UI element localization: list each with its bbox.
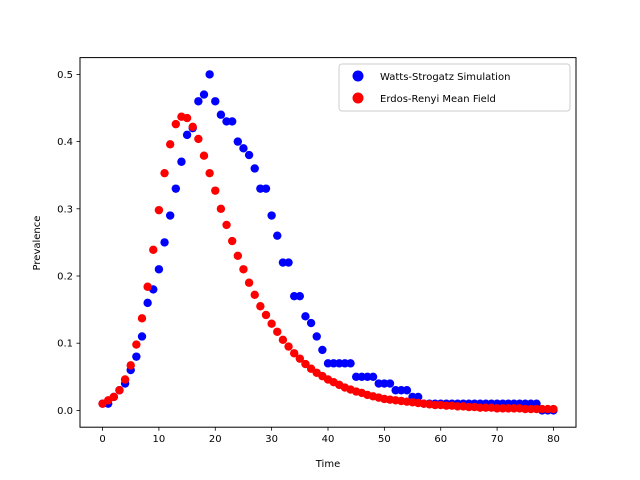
point-erdos-renyi-mean-field-7 [137, 314, 147, 323]
point-erdos-renyi-mean-field-10 [154, 205, 164, 215]
point-watts-strogatz-simulation-30 [267, 211, 276, 220]
x-tick-label: 50 [378, 434, 391, 445]
legend: Watts-Strogatz Simulation Erdos-Renyi Me… [338, 63, 571, 112]
point-watts-strogatz-simulation-17 [194, 97, 203, 106]
point-watts-strogatz-simulation-8 [143, 298, 152, 308]
point-watts-strogatz-simulation-31 [273, 231, 282, 240]
point-erdos-renyi-mean-field-15 [182, 113, 192, 123]
x-tick-label: 40 [322, 434, 335, 445]
point-erdos-renyi-mean-field-22 [222, 220, 231, 230]
point-erdos-renyi-mean-field-20 [211, 186, 220, 195]
x-tick-label: 60 [434, 434, 447, 445]
point-watts-strogatz-simulation-11 [160, 238, 169, 247]
point-erdos-renyi-mean-field-16 [188, 122, 197, 132]
points-layer [98, 70, 558, 415]
point-erdos-renyi-mean-field-18 [199, 151, 209, 160]
point-erdos-renyi-mean-field-24 [233, 251, 243, 261]
legend-label-erdos-renyi: Erdos-Renyi Mean Field [380, 94, 496, 105]
point-watts-strogatz-simulation-38 [312, 332, 321, 341]
point-erdos-renyi-mean-field-19 [205, 168, 214, 178]
point-erdos-renyi-mean-field-12 [165, 140, 175, 149]
point-watts-strogatz-simulation-7 [137, 332, 147, 341]
point-erdos-renyi-mean-field-21 [216, 204, 226, 213]
point-erdos-renyi-mean-field-11 [160, 168, 169, 178]
point-watts-strogatz-simulation-18 [199, 90, 209, 99]
point-watts-strogatz-simulation-56 [413, 392, 423, 402]
point-watts-strogatz-simulation-10 [154, 265, 164, 274]
x-tick-label: 20 [209, 434, 222, 445]
point-erdos-renyi-mean-field-31 [273, 327, 282, 336]
y-tick-label: 0.0 [57, 406, 73, 417]
point-erdos-renyi-mean-field-29 [261, 310, 271, 320]
point-watts-strogatz-simulation-24 [233, 137, 243, 146]
point-erdos-renyi-mean-field-28 [256, 302, 265, 311]
x-tick-label: 30 [265, 434, 278, 445]
x-axis: 0 10 20 30 40 50 60 70 80 [99, 427, 560, 445]
y-axis: 0.0 0.1 0.2 0.3 0.4 0.5 [57, 70, 80, 417]
y-tick-label: 0.1 [57, 339, 73, 350]
legend-marker-watts-strogatz [352, 70, 364, 82]
point-erdos-renyi-mean-field-2 [109, 392, 119, 402]
point-erdos-renyi-mean-field-8 [143, 282, 152, 291]
point-watts-strogatz-simulation-37 [306, 318, 316, 328]
y-axis-label: Prevalence [32, 216, 43, 271]
point-watts-strogatz-simulation-33 [284, 258, 293, 267]
x-tick-label: 70 [491, 434, 504, 445]
y-tick-label: 0.3 [57, 204, 73, 215]
point-erdos-renyi-mean-field-34 [289, 349, 299, 358]
point-erdos-renyi-mean-field-4 [120, 375, 130, 384]
point-erdos-renyi-mean-field-13 [171, 119, 181, 129]
point-watts-strogatz-simulation-14 [177, 157, 186, 166]
point-watts-strogatz-simulation-48 [368, 372, 378, 381]
point-watts-strogatz-simulation-44 [346, 359, 355, 368]
point-erdos-renyi-mean-field-32 [278, 335, 288, 345]
point-watts-strogatz-simulation-51 [385, 379, 395, 388]
point-watts-strogatz-simulation-15 [182, 130, 192, 140]
point-watts-strogatz-simulation-39 [318, 345, 327, 355]
point-watts-strogatz-simulation-21 [216, 110, 226, 119]
point-watts-strogatz-simulation-19 [205, 70, 214, 79]
point-watts-strogatz-simulation-35 [295, 291, 305, 301]
point-watts-strogatz-simulation-25 [239, 144, 248, 153]
point-watts-strogatz-simulation-29 [261, 184, 271, 193]
point-erdos-renyi-mean-field-9 [149, 245, 158, 254]
point-erdos-renyi-mean-field-30 [267, 319, 276, 328]
point-erdos-renyi-mean-field-3 [115, 386, 124, 395]
point-erdos-renyi-mean-field-27 [250, 290, 259, 300]
point-erdos-renyi-mean-field-35 [295, 354, 305, 363]
point-watts-strogatz-simulation-13 [171, 184, 181, 193]
legend-label-watts-strogatz: Watts-Strogatz Simulation [380, 72, 510, 83]
point-watts-strogatz-simulation-23 [227, 117, 237, 126]
point-watts-strogatz-simulation-20 [211, 97, 220, 106]
point-erdos-renyi-mean-field-36 [301, 359, 310, 369]
y-tick-label: 0.5 [57, 70, 73, 81]
point-watts-strogatz-simulation-54 [402, 386, 412, 395]
point-watts-strogatz-simulation-36 [301, 312, 310, 321]
point-erdos-renyi-mean-field-6 [132, 340, 141, 349]
legend-marker-erdos-renyi [352, 92, 364, 104]
point-erdos-renyi-mean-field-26 [244, 278, 254, 287]
point-watts-strogatz-simulation-27 [250, 164, 259, 173]
point-watts-strogatz-simulation-26 [244, 150, 254, 160]
x-axis-label: Time [315, 459, 340, 470]
point-erdos-renyi-mean-field-33 [284, 342, 293, 351]
legend-box [338, 63, 571, 112]
y-tick-label: 0.4 [57, 137, 73, 148]
point-erdos-renyi-mean-field-17 [194, 134, 203, 144]
point-watts-strogatz-simulation-6 [132, 352, 141, 361]
point-erdos-renyi-mean-field-80 [549, 404, 558, 414]
x-tick-label: 10 [153, 434, 166, 445]
y-tick-label: 0.2 [57, 272, 73, 283]
x-tick-label: 0 [99, 434, 105, 445]
point-erdos-renyi-mean-field-23 [227, 236, 237, 246]
point-watts-strogatz-simulation-12 [165, 211, 175, 220]
point-erdos-renyi-mean-field-25 [239, 265, 248, 274]
x-tick-label: 80 [547, 434, 560, 445]
point-erdos-renyi-mean-field-5 [126, 361, 135, 370]
